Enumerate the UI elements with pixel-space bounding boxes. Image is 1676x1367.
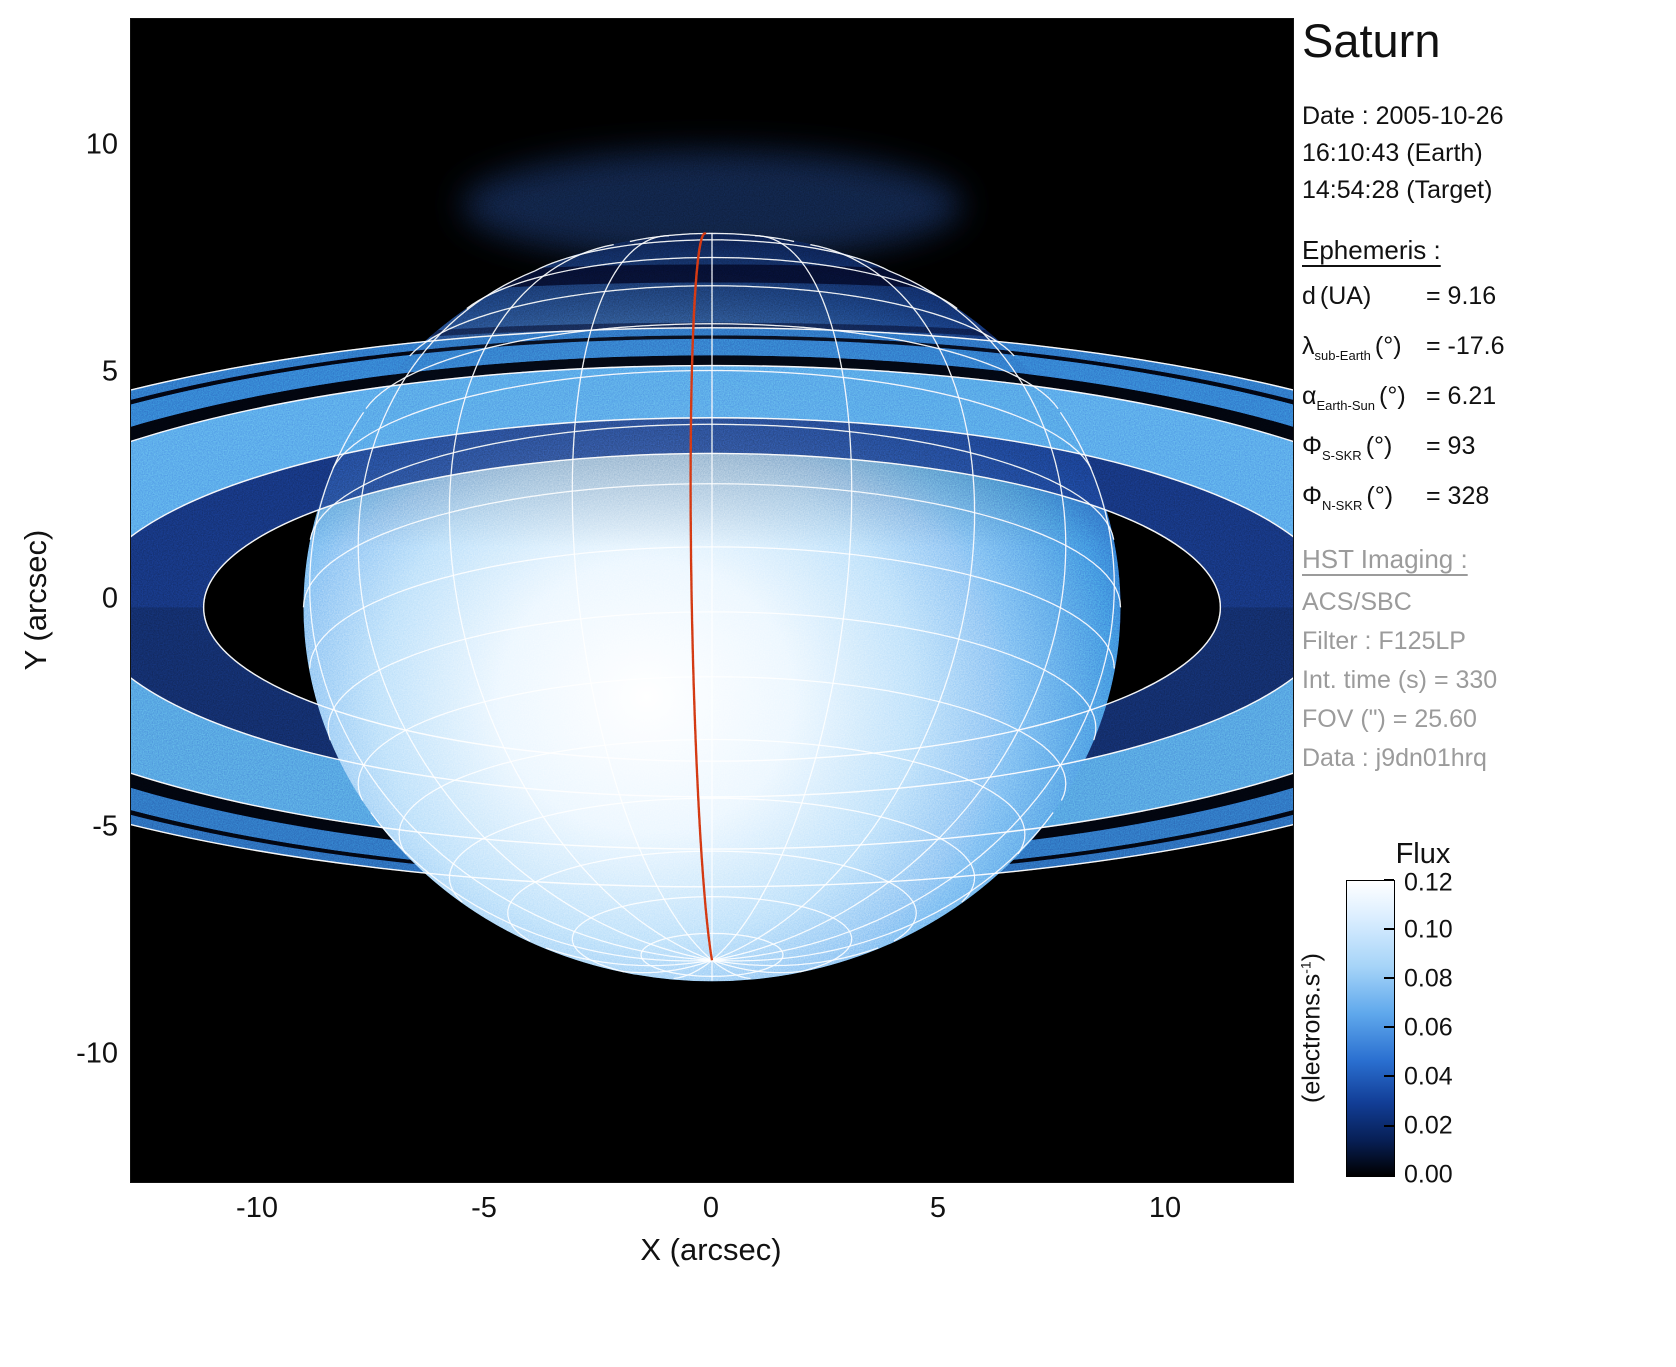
plot-area [130,18,1294,1183]
unit: (UA) [1319,282,1372,311]
colorbar-unit: (electrons.s-1) [1297,953,1326,1103]
unit: (°) [1365,432,1393,461]
symbol: λ [1302,332,1315,361]
saturn-image [131,19,1293,1182]
value: = 328 [1426,482,1490,511]
symbol-subscript: N-SKR [1321,498,1363,514]
y-tick-label: -5 [92,810,118,843]
colorbar [1346,880,1395,1177]
date-line: Date : 2005-10-26 [1302,102,1504,131]
colorbar-tickmark [1384,1174,1394,1176]
colorbar-tick-label: 0.08 [1404,964,1453,993]
ephemeris-row-distance: d (UA) = 9.16 [1302,276,1674,326]
ephemeris-heading: Ephemeris : [1302,235,1441,266]
symbol: Φ [1302,432,1322,461]
symbol-subscript: S-SKR [1321,448,1362,464]
x-tick-label: 0 [702,1192,720,1224]
hst-data-id: Data : j9dn01hrq [1302,744,1487,773]
unit: (°) [1374,332,1402,361]
colorbar-tickmark [1384,928,1394,930]
colorbar-tickmark [1384,1125,1394,1127]
y-tick-label: 5 [101,355,118,388]
colorbar-tick-label: 0.12 [1404,868,1453,897]
unit-text: ) [1297,953,1326,962]
ephemeris-row-phase-angle: αEarth-Sun (°) = 6.21 [1302,376,1674,426]
x-tick-label: 10 [1148,1192,1182,1224]
colorbar-tickmark [1384,977,1394,979]
symbol-subscript: sub-Earth [1314,348,1371,364]
page-title: Saturn [1302,14,1441,67]
x-tick-label: -10 [236,1192,278,1224]
y-tick-label: 0 [101,582,118,615]
info-panel: Saturn Date : 2005-10-26 16:10:43 (Earth… [1302,14,1674,778]
unit-superscript: -1 [1297,961,1314,974]
ephemeris-row-n-skr: ΦN-SKR (°) = 328 [1302,476,1674,526]
hst-instrument: ACS/SBC [1302,588,1412,617]
x-tick-label: 5 [929,1192,947,1224]
colorbar-title: Flux [1395,838,1451,870]
hst-imaging-block: HST Imaging : ACS/SBC Filter : F125LP In… [1302,544,1674,778]
colorbar-tick-label: 0.00 [1404,1160,1453,1189]
ephemeris-row-s-skr: ΦS-SKR (°) = 93 [1302,426,1674,476]
colorbar-tickmark [1384,879,1394,881]
x-axis-title: X (arcsec) [640,1232,782,1267]
colorbar-tickmark [1384,1075,1394,1077]
time-earth: 16:10:43 (Earth) [1302,139,1483,168]
unit-text: (electrons.s [1297,973,1326,1103]
image-noise-texture [131,19,1293,1182]
hst-fov: FOV (") = 25.60 [1302,705,1477,734]
colorbar-tick-label: 0.04 [1404,1062,1453,1091]
value: = -17.6 [1426,332,1505,361]
colorbar-tick-label: 0.10 [1404,915,1453,944]
ephemeris-row-sub-earth-lat: λsub-Earth (°) = -17.6 [1302,326,1674,376]
date-block: Date : 2005-10-26 16:10:43 (Earth) 14:54… [1302,98,1674,209]
value: = 93 [1426,432,1476,461]
value: = 9.16 [1426,282,1497,311]
unit: (°) [1379,382,1406,411]
x-tick-label: -5 [471,1192,497,1224]
value: = 6.21 [1426,382,1497,411]
symbol-subscript: Earth-Sun [1316,398,1375,414]
symbol: Φ [1302,482,1322,511]
colorbar-tick-label: 0.02 [1404,1111,1453,1140]
y-tick-label: 10 [85,128,118,161]
time-target: 14:54:28 (Target) [1302,176,1493,205]
colorbar-tickmark [1384,1026,1394,1028]
hst-heading: HST Imaging : [1302,544,1468,575]
hst-filter: Filter : F125LP [1302,627,1466,656]
symbol: d [1302,282,1316,311]
y-tick-label: -10 [76,1037,118,1070]
unit: (°) [1366,482,1394,511]
colorbar-tick-label: 0.06 [1404,1013,1453,1042]
y-axis-title: Y (arcsec) [18,529,53,671]
hst-int-time: Int. time (s) = 330 [1302,666,1498,695]
symbol: α [1302,382,1317,411]
